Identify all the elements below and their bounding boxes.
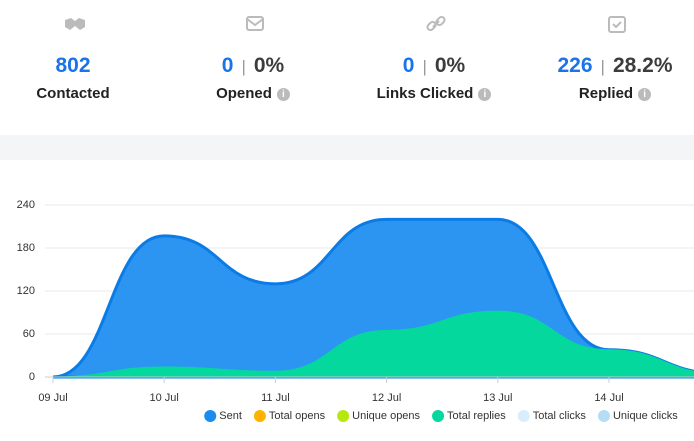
legend-label: Total opens: [269, 410, 326, 422]
stat-percent: 28.2%: [612, 54, 673, 77]
stat-icon: [63, 14, 87, 39]
stat-label: Opened i: [163, 85, 343, 102]
x-tick-label: 11 Jul: [261, 392, 290, 404]
stat-label-text: Links Clicked: [376, 85, 474, 102]
chart: 0 60 120 180 240 09 Jul 10 Jul 11 Jul 12 Jul 13 J…: [17, 199, 694, 422]
stat-label-text: Contacted: [36, 85, 110, 102]
legend-marker: [517, 410, 530, 422]
legend-marker: [597, 410, 610, 422]
stat-value: 226: [557, 54, 593, 77]
stat-percent: 0%: [253, 54, 285, 77]
separator: |: [600, 57, 605, 76]
y-tick-label: 60: [23, 328, 35, 340]
divider: [0, 135, 694, 160]
legend-marker: [204, 410, 217, 422]
y-tick-label: 180: [17, 242, 35, 254]
stat-number: 0 | 0%: [344, 54, 524, 78]
y-tick-label: 0: [29, 371, 35, 383]
stat-value: 0: [221, 54, 234, 77]
x-tick-label: 13 Jul: [483, 392, 512, 404]
info-icon[interactable]: i: [276, 88, 290, 101]
stat-label-text: Opened: [216, 85, 272, 102]
legend-marker: [253, 410, 266, 422]
info-icon[interactable]: i: [638, 88, 652, 101]
separator: |: [241, 57, 246, 76]
stat-number: 0 | 0%: [163, 54, 343, 78]
stat-label: Links Clicked i: [344, 85, 524, 102]
separator: |: [422, 57, 427, 76]
x-tick-label: 12 Jul: [372, 392, 401, 404]
x-tick-label: 10 Jul: [150, 392, 179, 404]
stat-label-text: Replied: [578, 85, 634, 102]
stats-bar: 802 Contacted 0 | 0% Opened i 0 | 0% Links Clicked…: [0, 0, 694, 135]
area-series: [52, 310, 694, 378]
stat-value: 802: [55, 54, 91, 77]
stat-number: 226 | 28.2%: [525, 54, 694, 78]
legend-label: Total replies: [447, 410, 506, 422]
stat-label: Replied i: [525, 85, 694, 102]
legend-marker: [432, 410, 445, 422]
stat-percent: 0%: [434, 54, 466, 77]
stat-icon: [424, 14, 448, 39]
stat-value: 0: [402, 54, 415, 77]
stat-icon: [605, 14, 629, 39]
legend-label: Unique opens: [352, 410, 420, 422]
x-tick-label: 09 Jul: [38, 392, 67, 404]
stat-label: Contacted: [0, 85, 163, 102]
legend-marker: [337, 410, 350, 422]
legend: Sent Total opens Unique opens Total replies…: [204, 410, 678, 422]
stat-icon: [243, 14, 267, 39]
legend-label: Unique clicks: [613, 410, 678, 422]
y-tick-label: 240: [17, 199, 35, 211]
legend-label: Total clicks: [533, 410, 587, 422]
y-tick-label: 120: [17, 285, 35, 297]
x-tick-label: 14 Jul: [594, 392, 623, 404]
stat-number: 802: [0, 54, 163, 78]
info-icon[interactable]: i: [478, 88, 492, 101]
legend-label: Sent: [219, 410, 242, 422]
